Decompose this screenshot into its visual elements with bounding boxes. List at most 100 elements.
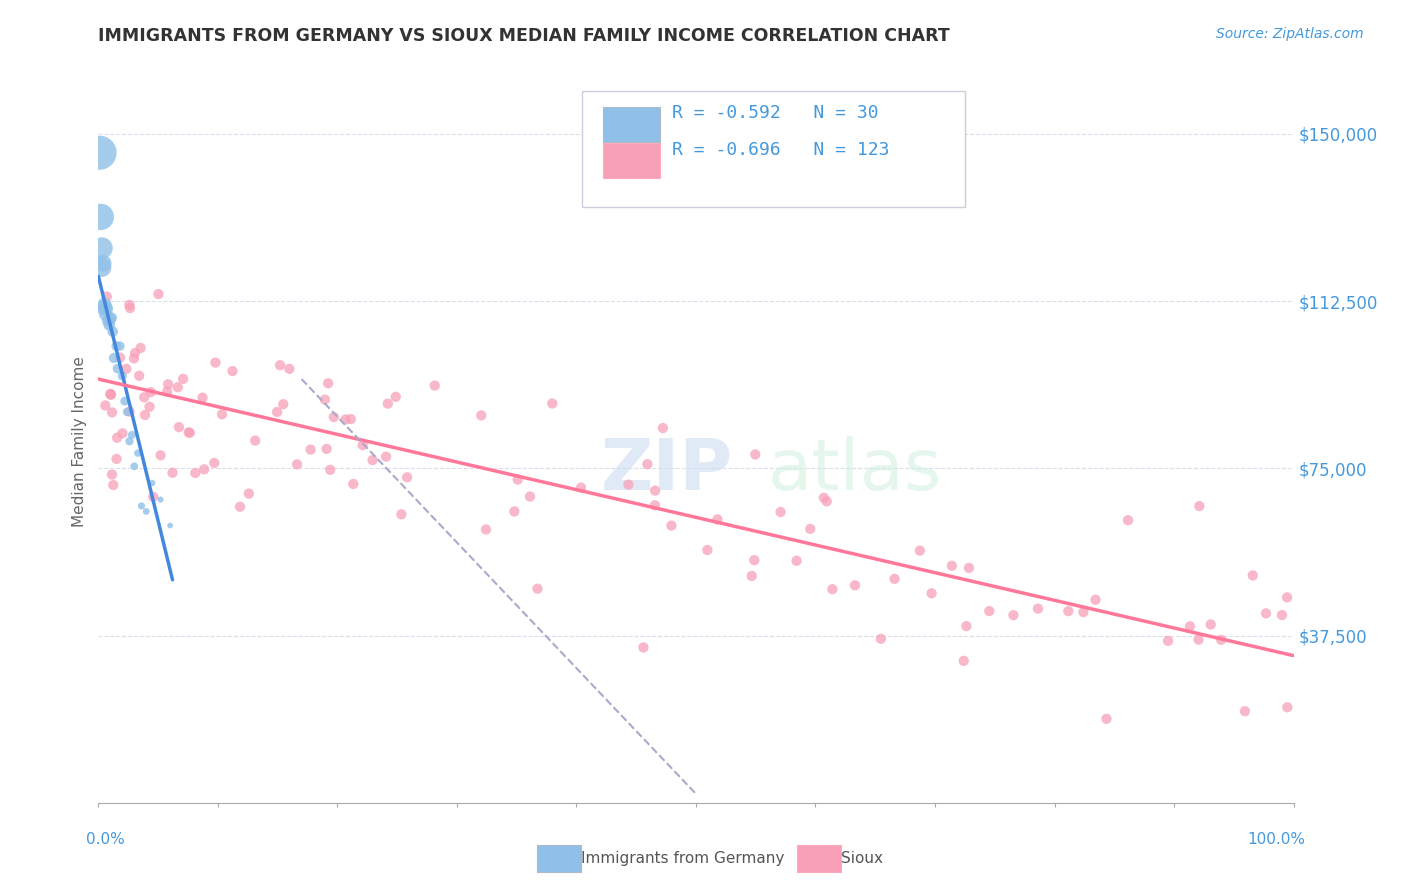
Point — [127, 446, 149, 460]
FancyBboxPatch shape — [603, 143, 661, 178]
Point — [506, 473, 529, 487]
Point — [94, 399, 117, 413]
FancyBboxPatch shape — [582, 91, 965, 207]
Point — [908, 543, 931, 558]
Point — [742, 553, 765, 567]
Point — [101, 467, 124, 482]
Point — [101, 405, 124, 419]
Text: Source: ZipAtlas.com: Source: ZipAtlas.com — [1216, 27, 1364, 41]
Point — [314, 392, 336, 407]
Point — [166, 380, 188, 394]
Point — [156, 384, 179, 399]
Point — [139, 385, 162, 400]
Point — [93, 298, 115, 312]
Point — [335, 412, 357, 426]
Text: ZIP: ZIP — [600, 436, 733, 505]
Point — [138, 400, 160, 414]
Point — [96, 301, 118, 316]
Point — [157, 377, 180, 392]
Point — [221, 364, 243, 378]
Point — [1271, 608, 1294, 623]
Point — [142, 490, 165, 504]
Point — [118, 404, 141, 418]
Point — [375, 450, 398, 464]
Point — [101, 325, 124, 339]
Point — [204, 355, 226, 369]
Point — [93, 301, 115, 315]
Point — [633, 640, 655, 655]
Point — [869, 180, 891, 194]
FancyBboxPatch shape — [603, 107, 661, 142]
Point — [322, 410, 344, 425]
Point — [111, 426, 134, 441]
Point — [172, 372, 194, 386]
Point — [396, 470, 419, 484]
Point — [100, 387, 122, 401]
Point — [1211, 632, 1233, 647]
Point — [121, 428, 143, 442]
Point — [1157, 633, 1180, 648]
Point — [519, 490, 541, 504]
Point — [100, 310, 122, 325]
Point — [475, 523, 498, 537]
Point — [1073, 605, 1095, 619]
Y-axis label: Median Family Income: Median Family Income — [72, 356, 87, 527]
Point — [177, 425, 200, 440]
Point — [799, 522, 821, 536]
Point — [108, 351, 131, 365]
Point — [821, 582, 844, 597]
Point — [89, 145, 111, 160]
Point — [423, 378, 446, 392]
Point — [526, 582, 548, 596]
Text: atlas: atlas — [768, 436, 942, 505]
Point — [1275, 591, 1298, 605]
Point — [107, 361, 129, 376]
Point — [1254, 607, 1277, 621]
Point — [569, 481, 592, 495]
Point — [128, 368, 150, 383]
Text: Immigrants from Germany: Immigrants from Germany — [581, 852, 785, 866]
Point — [617, 477, 640, 491]
Point — [100, 387, 122, 401]
Point — [118, 301, 141, 315]
Point — [135, 504, 157, 518]
Point — [1233, 704, 1256, 718]
Point — [651, 421, 673, 435]
Point — [269, 358, 291, 372]
Point — [316, 376, 339, 391]
Point — [1095, 712, 1118, 726]
Point — [94, 307, 117, 321]
Point — [955, 619, 977, 633]
Point — [98, 318, 121, 332]
Point — [470, 409, 492, 423]
Point — [741, 569, 763, 583]
Point — [134, 390, 156, 404]
Point — [211, 408, 233, 422]
Point — [696, 543, 718, 558]
Point — [124, 459, 146, 474]
Point — [179, 425, 201, 440]
Point — [134, 408, 156, 422]
Point — [111, 368, 134, 383]
Point — [103, 351, 125, 365]
Text: 100.0%: 100.0% — [1247, 831, 1306, 847]
Point — [278, 361, 301, 376]
Point — [129, 341, 152, 355]
Point — [340, 412, 363, 426]
Point — [115, 362, 138, 376]
Point — [115, 405, 138, 419]
Point — [98, 387, 121, 401]
Point — [184, 466, 207, 480]
Point — [706, 512, 728, 526]
Point — [815, 494, 838, 508]
Point — [193, 462, 215, 476]
Text: IMMIGRANTS FROM GERMANY VS SIOUX MEDIAN FAMILY INCOME CORRELATION CHART: IMMIGRANTS FROM GERMANY VS SIOUX MEDIAN … — [98, 27, 950, 45]
Point — [149, 448, 172, 462]
Text: R = -0.696   N = 123: R = -0.696 N = 123 — [672, 141, 890, 160]
Point — [122, 351, 145, 366]
Point — [96, 289, 118, 303]
Point — [97, 313, 120, 327]
Point — [1178, 619, 1201, 633]
Point — [352, 438, 374, 452]
Point — [131, 499, 153, 513]
